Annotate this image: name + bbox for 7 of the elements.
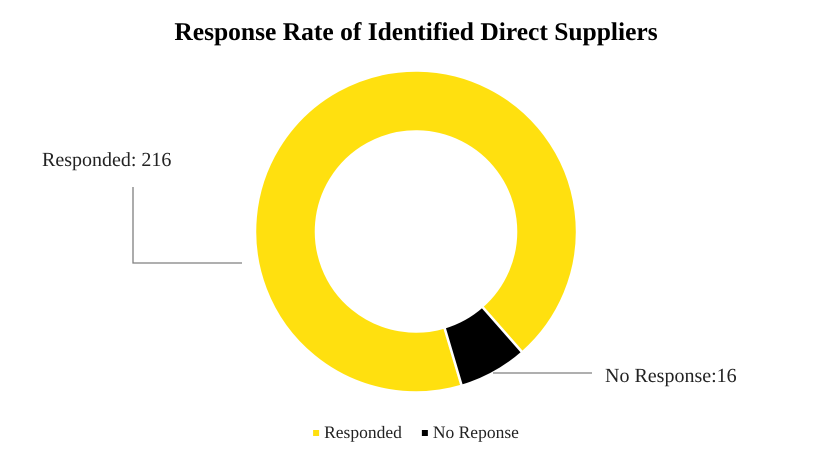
- legend-label: No Reponse: [432, 422, 520, 442]
- legend-label: Responded: [324, 422, 402, 442]
- donut-slice: [254, 69, 578, 394]
- data-label: No Response:16: [605, 365, 737, 387]
- donut-slice: [443, 305, 524, 388]
- data-label: Responded: 216: [42, 149, 172, 171]
- chart-title: Response Rate of Identified Direct Suppliers: [174, 17, 658, 46]
